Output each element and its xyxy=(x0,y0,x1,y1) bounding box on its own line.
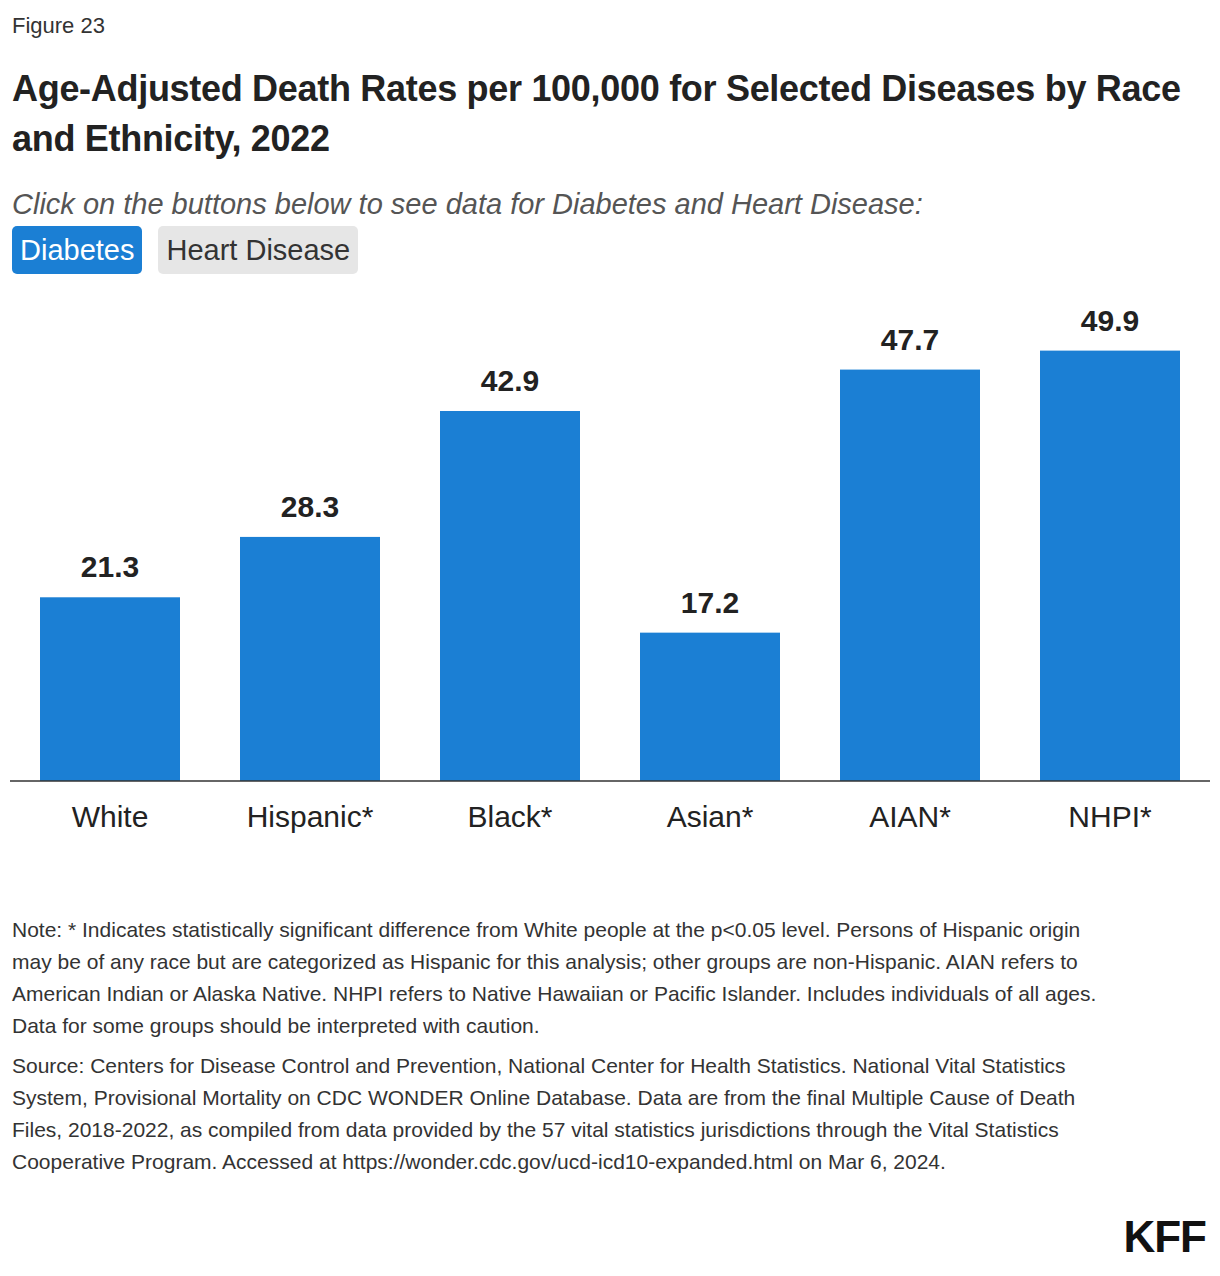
source: Source: Centers for Disease Control and … xyxy=(12,1050,1097,1178)
bar xyxy=(40,597,180,781)
x-tick-label: White xyxy=(72,800,149,833)
figure-label: Figure 23 xyxy=(12,12,1208,40)
bar xyxy=(640,633,780,781)
chart: 21.3 28.3 42.9 17.2 47.7 49.9 White Hispanic* Bl… xyxy=(0,284,1220,854)
button-bar: Diabetes Heart Disease xyxy=(12,226,1208,274)
toggle-button[interactable]: Heart Disease xyxy=(158,226,358,274)
data-label: 17.2 xyxy=(681,586,739,619)
chart-subtitle: Click on the buttons below to see data f… xyxy=(12,184,1208,224)
x-tick-label: Black* xyxy=(467,800,552,833)
data-label: 42.9 xyxy=(481,364,539,397)
bar xyxy=(240,537,380,781)
data-label: 21.3 xyxy=(81,550,139,583)
toggle-button[interactable]: Diabetes xyxy=(12,226,142,274)
data-label: 28.3 xyxy=(281,490,339,523)
page: Figure 23 Age-Adjusted Death Rates per 10… xyxy=(0,0,1220,1178)
bar xyxy=(840,370,980,781)
data-label: 49.9 xyxy=(1081,304,1139,337)
logo: KFF xyxy=(1123,1212,1206,1262)
x-tick-label: Hispanic* xyxy=(247,800,374,833)
x-tick-label: NHPI* xyxy=(1068,800,1152,833)
bar xyxy=(440,411,580,781)
x-tick-label: Asian* xyxy=(667,800,754,833)
x-axis xyxy=(10,780,1210,782)
x-tick-label: AIAN* xyxy=(869,800,951,833)
data-label: 47.7 xyxy=(881,323,939,356)
note: Note: * Indicates statistically signific… xyxy=(12,914,1097,1042)
bar xyxy=(1040,351,1180,781)
bars xyxy=(40,351,1180,781)
chart-title: Age-Adjusted Death Rates per 100,000 for… xyxy=(12,64,1202,164)
